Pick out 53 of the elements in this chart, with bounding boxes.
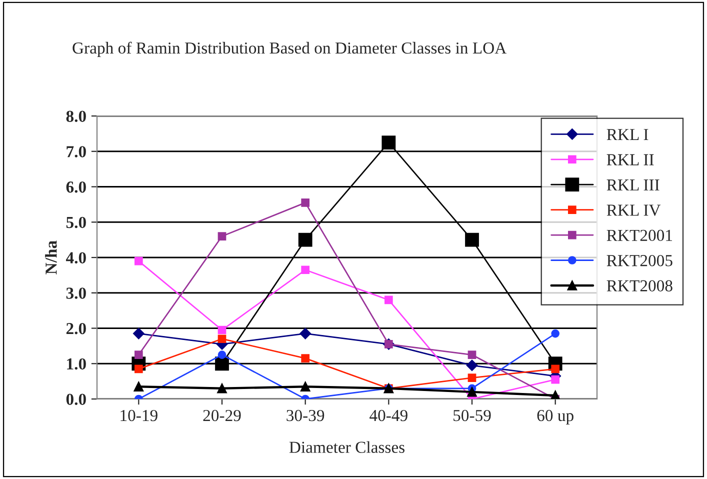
point <box>466 360 478 371</box>
y-axis-title: N/ha <box>45 240 57 274</box>
point <box>551 375 560 384</box>
point <box>468 350 476 359</box>
point <box>301 266 310 274</box>
x-tick-label: 40-49 <box>370 410 408 422</box>
point <box>218 334 226 344</box>
x-tick-label: 20-29 <box>203 410 241 422</box>
legend-label: RKL II <box>606 154 654 166</box>
legend-label: RKL I <box>606 129 648 140</box>
point <box>551 329 560 338</box>
point <box>134 256 143 266</box>
legend-label: RKT2008 <box>606 280 672 292</box>
y-tick-label: 3.0 <box>66 288 86 299</box>
point <box>382 136 396 150</box>
point <box>465 232 479 247</box>
point <box>218 232 226 240</box>
point <box>384 296 393 304</box>
point <box>551 364 560 374</box>
point <box>300 382 310 392</box>
point <box>550 390 560 399</box>
x-tick-label: 10-19 <box>120 410 158 422</box>
y-tick-label: 6.0 <box>66 181 86 193</box>
y-tick-label: 5.0 <box>66 216 86 228</box>
point <box>218 326 226 334</box>
point <box>134 364 143 374</box>
y-tick-label: 7.0 <box>66 146 86 158</box>
legend-label: RKT2005 <box>606 254 672 266</box>
point <box>467 387 477 397</box>
y-tick-label: 1.0 <box>67 358 86 370</box>
point <box>218 350 226 359</box>
x-tick-label: 60 up <box>537 410 574 425</box>
legend-label: RKL III <box>606 180 660 190</box>
chart-title: Graph of Ramin Distribution Based on Diameter Classes in LOA <box>72 42 507 58</box>
y-tick-label: 2.0 <box>66 322 86 334</box>
x-tick-label: 50-59 <box>454 410 491 422</box>
point <box>298 232 312 247</box>
point <box>134 350 143 359</box>
y-tick-label: 4.0 <box>66 252 86 264</box>
point <box>301 354 310 362</box>
legend-label: RKL IV <box>606 204 661 216</box>
point <box>215 356 229 371</box>
point <box>300 328 311 340</box>
point <box>468 374 476 382</box>
point <box>301 198 310 207</box>
y-tick-label: 8.0 <box>66 110 86 122</box>
point <box>133 328 144 340</box>
x-axis-title: Diameter Classes <box>289 441 404 453</box>
x-tick-label: 30-39 <box>286 410 324 422</box>
y-tick-label: 0.0 <box>66 394 86 406</box>
point <box>217 384 227 394</box>
point <box>134 382 144 392</box>
legend-label: RKT2001 <box>606 230 672 242</box>
